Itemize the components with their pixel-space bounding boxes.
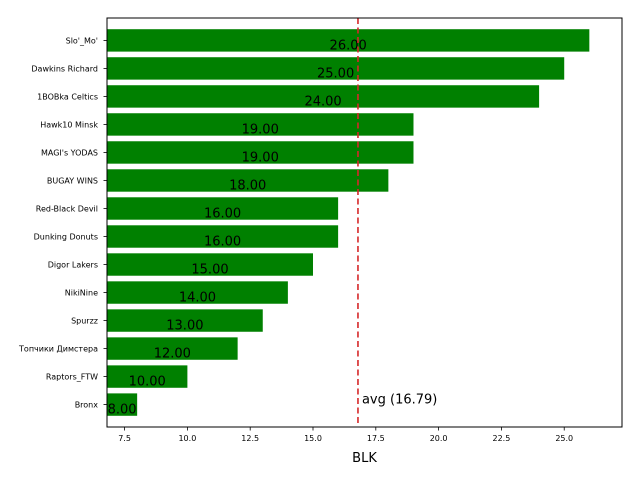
bar	[107, 57, 565, 80]
x-tick-label: 17.5	[367, 434, 385, 443]
y-axis-ticks: Slo'_Mo' Dawkins Richard 1BOBka Celtics Haw…	[18, 36, 107, 410]
y-tick-label: Bronx	[75, 401, 99, 410]
bar-value-label: 16.00	[204, 206, 241, 221]
plot-frame	[106, 17, 623, 428]
x-axis-ticks: 7.5 10.0 12.5 15.0 17.5 20.0 22.5 25.0	[118, 427, 573, 443]
y-tick-label: Raptors_FTW	[46, 373, 98, 382]
bars-group	[107, 29, 590, 416]
y-tick-label: Digor Lakers	[48, 261, 98, 270]
bar	[107, 225, 339, 248]
bar	[107, 365, 188, 388]
data-labels-group: 26.00 25.00 24.00 19.00 19.00 18.00 16.00 16.00…	[108, 38, 367, 417]
bar	[107, 337, 238, 360]
x-tick-label: 15.0	[304, 434, 322, 443]
x-tick-label: 20.0	[430, 434, 448, 443]
bar-value-label: 24.00	[304, 94, 341, 109]
x-tick-label: 25.0	[555, 434, 573, 443]
y-tick-label: Red-Black Devil	[36, 204, 98, 213]
x-tick-label: 12.5	[241, 434, 259, 443]
bar-value-label: 19.00	[242, 150, 279, 165]
bar-value-label: 12.00	[154, 347, 191, 362]
bar-value-label: 16.00	[204, 235, 241, 250]
y-tick-label: NikiNine	[65, 289, 98, 298]
bar-value-label: 13.00	[166, 319, 203, 334]
bar-value-label: 8.00	[108, 403, 137, 418]
bar	[107, 309, 263, 332]
bar	[107, 253, 313, 276]
x-tick-label: 10.0	[178, 434, 196, 443]
bar	[107, 141, 414, 164]
y-tick-label: Hawk10 Minsk	[40, 120, 98, 129]
y-tick-label: Slo'_Mo'	[66, 36, 98, 45]
bar	[107, 113, 414, 136]
x-axis-label: BLK	[352, 451, 377, 466]
y-tick-label: Топчики Димстера	[18, 345, 98, 354]
bar	[107, 197, 339, 220]
bar	[107, 85, 540, 108]
x-tick-label: 22.5	[493, 434, 511, 443]
y-tick-label: MAGI's YODAS	[41, 148, 98, 157]
bar-value-label: 26.00	[330, 38, 367, 53]
bar	[107, 169, 389, 192]
bar	[107, 29, 590, 52]
average-label: avg (16.79)	[362, 393, 437, 408]
bar-value-label: 25.00	[317, 66, 354, 81]
y-tick-label: 1BOBka Celtics	[37, 92, 98, 101]
bar	[107, 393, 138, 416]
y-tick-label: Dunking Donuts	[34, 233, 98, 242]
y-tick-label: BUGAY WINS	[47, 176, 98, 185]
bar	[107, 281, 288, 304]
bar-value-label: 14.00	[179, 291, 216, 306]
y-tick-label: Spurzz	[71, 317, 98, 326]
bar-value-label: 10.00	[129, 375, 166, 390]
y-tick-label: Dawkins Richard	[31, 64, 98, 73]
bar-value-label: 15.00	[191, 263, 228, 278]
x-tick-label: 7.5	[118, 434, 131, 443]
bar-value-label: 18.00	[229, 178, 266, 193]
bar-value-label: 19.00	[242, 122, 279, 137]
